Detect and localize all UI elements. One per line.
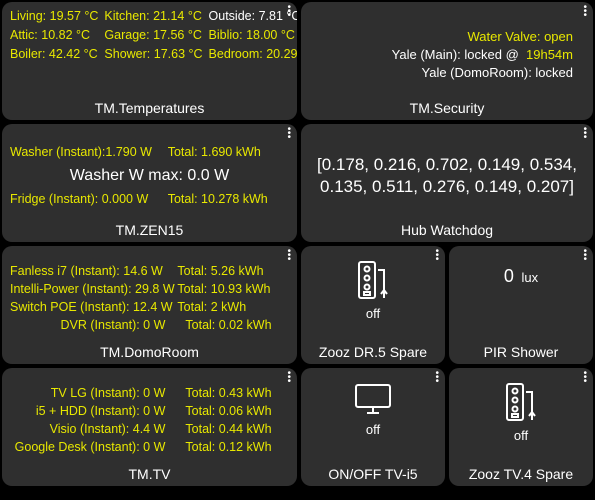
table-row: i5 + HDD (Instant): 0 W — [10, 403, 185, 420]
table-row: Total: 0.02 kWh — [185, 317, 289, 334]
temp-boiler: Boiler: 42.42 °C — [10, 46, 98, 63]
kebab-menu-icon[interactable]: ••• — [435, 250, 439, 262]
kebab-menu-icon[interactable]: ••• — [287, 372, 291, 384]
temp-shower: Shower: 17.63 °C — [104, 46, 202, 63]
table-row: DVR (Instant): 0 W — [10, 317, 185, 334]
lux-value: 0 lux — [504, 266, 538, 287]
kebab-menu-icon[interactable]: ••• — [435, 372, 439, 384]
tile-title: TM.TV — [10, 466, 289, 484]
temp-living: Living: 19.57 °C — [10, 8, 98, 25]
tile-title: TM.Security — [309, 100, 585, 118]
tile-title: TM.ZEN15 — [10, 222, 289, 240]
table-row: Intelli-Power (Instant): 29.8 W — [10, 281, 177, 298]
table-row: Switch POE (Instant): 12.4 W — [10, 299, 177, 316]
security-yale-main: Yale (Main): locked @ 19h54m — [392, 47, 573, 62]
device-state: off — [366, 306, 380, 321]
tile-domoroom: ••• Fanless i7 (Instant): 14.6 WTotal: 5… — [2, 246, 297, 364]
kebab-menu-icon[interactable]: ••• — [287, 6, 291, 18]
table-row: TV LG (Instant): 0 W — [10, 385, 185, 402]
tile-tm-tv: ••• TV LG (Instant): 0 WTotal: 0.43 kWh … — [2, 368, 297, 486]
security-water-valve: Water Valve: open — [467, 29, 573, 44]
fridge-instant: Fridge (Instant): 0.000 W — [10, 191, 168, 208]
tile-pir-shower[interactable]: ••• 0 lux PIR Shower — [449, 246, 593, 364]
kebab-menu-icon[interactable]: ••• — [583, 128, 587, 140]
tile-hub-watchdog: ••• [0.178, 0.216, 0.702, 0.149, 0.534, … — [301, 124, 593, 242]
temp-garage: Garage: 17.56 °C — [104, 27, 202, 44]
device-state: off — [514, 428, 528, 443]
washer-max: Washer W max: 0.0 W — [10, 167, 289, 185]
power-strip-icon — [504, 382, 538, 422]
power-strip-icon — [356, 260, 390, 300]
temp-bedroom: Bedroom: 20.29 °C — [209, 46, 297, 63]
table-row: Google Desk (Instant): 0 W — [10, 439, 185, 456]
kebab-menu-icon[interactable]: ••• — [287, 250, 291, 262]
temp-biblio: Biblio: 18.00 °C — [209, 27, 297, 44]
table-row: Total: 10.93 kWh — [177, 281, 289, 298]
tile-zooz-dr5[interactable]: ••• off Zooz DR.5 Spare — [301, 246, 445, 364]
washer-instant: Washer (Instant):1.790 W — [10, 144, 168, 161]
tile-tv-i5[interactable]: ••• off ON/OFF TV-i5 — [301, 368, 445, 486]
monitor-icon — [353, 382, 393, 416]
tile-title: TM.DomoRoom — [10, 344, 289, 362]
table-row: Total: 0.06 kWh — [185, 403, 289, 420]
kebab-menu-icon[interactable]: ••• — [583, 6, 587, 18]
tile-zooz-tv4[interactable]: ••• off Zooz TV.4 Spare — [449, 368, 593, 486]
kebab-menu-icon[interactable]: ••• — [287, 128, 291, 140]
tile-title: Zooz DR.5 Spare — [319, 344, 427, 362]
table-row: Total: 5.26 kWh — [177, 263, 289, 280]
tile-title: TM.Temperatures — [10, 100, 289, 118]
temp-kitchen: Kitchen: 21.14 °C — [104, 8, 202, 25]
temp-outside: Outside: 7.81 °C — [209, 8, 297, 25]
tile-title: PIR Shower — [484, 344, 559, 362]
tile-zen15: ••• Washer (Instant):1.790 W Total: 1.69… — [2, 124, 297, 242]
kebab-menu-icon[interactable]: ••• — [583, 250, 587, 262]
table-row: Visio (Instant): 4.4 W — [10, 421, 185, 438]
temp-attic: Attic: 10.82 °C — [10, 27, 98, 44]
tile-security: ••• Water Valve: open Yale (Main): locke… — [301, 2, 593, 120]
table-row: Fanless i7 (Instant): 14.6 W — [10, 263, 177, 280]
device-state: off — [366, 422, 380, 437]
hub-values: [0.178, 0.216, 0.702, 0.149, 0.534, 0.13… — [315, 154, 579, 198]
kebab-menu-icon[interactable]: ••• — [583, 372, 587, 384]
security-yale-domoroom: Yale (DomoRoom): locked — [422, 65, 573, 80]
table-row: Total: 0.43 kWh — [185, 385, 289, 402]
tile-temperatures: ••• Living: 19.57 °C Attic: 10.82 °C Boi… — [2, 2, 297, 120]
table-row: Total: 0.44 kWh — [185, 421, 289, 438]
washer-total: Total: 1.690 kWh — [168, 144, 289, 161]
table-row: Total: 2 kWh — [177, 299, 289, 316]
table-row: Total: 0.12 kWh — [185, 439, 289, 456]
tile-title: Zooz TV.4 Spare — [469, 466, 573, 484]
tile-title: Hub Watchdog — [309, 222, 585, 240]
fridge-total: Total: 10.278 kWh — [168, 191, 289, 208]
tile-title: ON/OFF TV-i5 — [328, 466, 417, 484]
